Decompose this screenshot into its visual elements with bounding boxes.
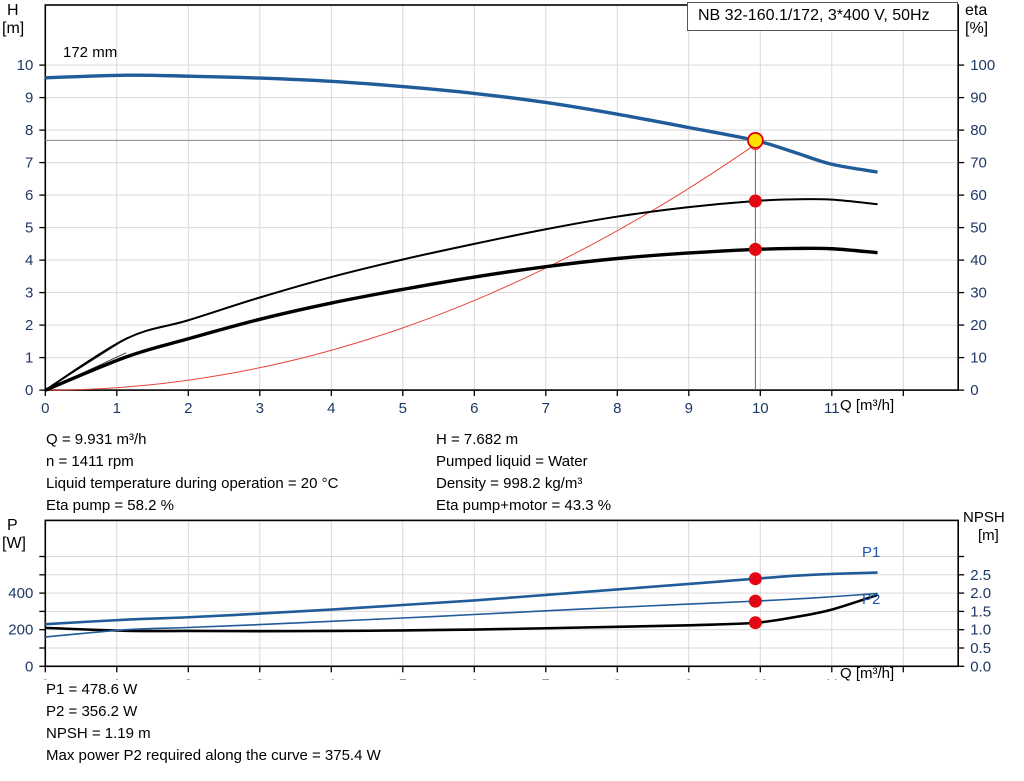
svg-text:4: 4: [25, 252, 33, 269]
svg-text:6: 6: [470, 676, 478, 680]
svg-text:0: 0: [41, 400, 49, 417]
svg-text:0: 0: [970, 382, 978, 399]
svg-text:200: 200: [8, 622, 33, 639]
svg-text:8: 8: [613, 676, 621, 680]
svg-text:40: 40: [970, 252, 987, 269]
svg-text:4: 4: [327, 400, 335, 417]
svg-text:6: 6: [470, 400, 478, 417]
svg-text:2: 2: [184, 400, 192, 417]
svg-text:5: 5: [399, 676, 407, 680]
svg-text:3: 3: [256, 676, 264, 680]
svg-text:10: 10: [17, 57, 34, 74]
svg-text:70: 70: [970, 155, 987, 172]
svg-text:3: 3: [25, 285, 33, 302]
svg-text:0: 0: [41, 676, 49, 680]
svg-text:9: 9: [25, 90, 33, 107]
svg-text:1.5: 1.5: [970, 603, 991, 620]
svg-text:7: 7: [25, 155, 33, 172]
svg-text:2.5: 2.5: [970, 567, 991, 584]
svg-text:8: 8: [613, 400, 621, 417]
svg-text:9: 9: [685, 400, 693, 417]
svg-text:7: 7: [542, 400, 550, 417]
svg-text:400: 400: [8, 585, 33, 602]
svg-text:10: 10: [970, 350, 987, 367]
svg-text:0: 0: [25, 382, 33, 399]
svg-text:100: 100: [970, 57, 995, 74]
svg-text:10: 10: [752, 400, 769, 417]
svg-text:80: 80: [970, 122, 987, 139]
svg-text:0.5: 0.5: [970, 640, 991, 657]
svg-text:7: 7: [542, 676, 550, 680]
svg-text:2.0: 2.0: [970, 585, 991, 602]
svg-text:2: 2: [184, 676, 192, 680]
svg-text:30: 30: [970, 285, 987, 302]
svg-text:50: 50: [970, 220, 987, 237]
svg-text:90: 90: [970, 90, 987, 107]
svg-text:20: 20: [970, 317, 987, 334]
svg-text:11: 11: [824, 676, 840, 680]
svg-text:1: 1: [113, 400, 121, 417]
svg-text:2: 2: [25, 317, 33, 334]
svg-text:0: 0: [25, 658, 33, 675]
svg-text:1.0: 1.0: [970, 622, 991, 639]
svg-text:9: 9: [685, 676, 693, 680]
svg-text:60: 60: [970, 187, 987, 204]
svg-text:1: 1: [113, 676, 121, 680]
svg-text:8: 8: [25, 122, 33, 139]
svg-text:3: 3: [256, 400, 264, 417]
svg-text:10: 10: [752, 676, 769, 680]
svg-text:6: 6: [25, 187, 33, 204]
svg-text:0.0: 0.0: [970, 658, 991, 675]
svg-text:1: 1: [25, 350, 33, 367]
svg-text:11: 11: [824, 400, 840, 417]
svg-text:4: 4: [327, 676, 335, 680]
svg-text:5: 5: [399, 400, 407, 417]
svg-text:5: 5: [25, 220, 33, 237]
